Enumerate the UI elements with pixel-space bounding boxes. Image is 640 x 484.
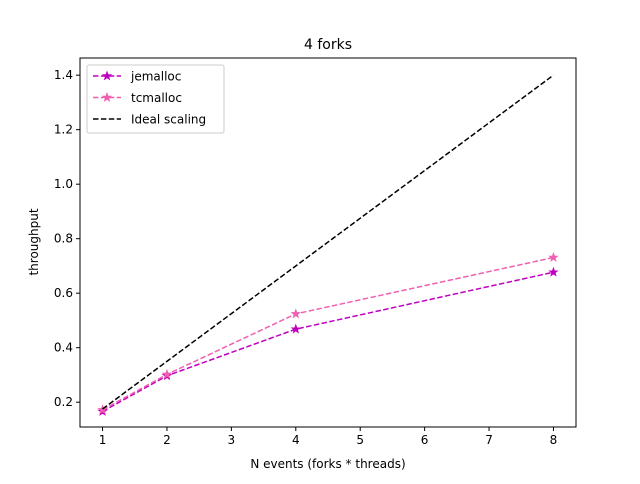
data-point-tcmalloc — [290, 308, 302, 319]
y-axis-label: throughput — [27, 208, 41, 275]
series-line-jemalloc — [102, 271, 554, 413]
data-point-jemalloc — [290, 323, 302, 334]
series-line-ideal-scaling — [102, 74, 554, 410]
y-tick-label: 1.4 — [54, 68, 73, 82]
y-axis-ticks: 0.2 0.4 0.6 0.8 1.0 1.2 1.4 — [54, 68, 80, 409]
y-tick-label: 1.2 — [54, 123, 73, 137]
legend-box — [86, 64, 225, 134]
x-tick-label: 7 — [485, 433, 493, 447]
series-line-tcmalloc — [102, 256, 554, 411]
y-tick-label: 0.8 — [54, 232, 73, 246]
x-tick-label: 5 — [356, 433, 364, 447]
plot-area — [97, 74, 559, 416]
x-axis-label: N events (forks * threads) — [250, 457, 405, 471]
legend-label-ideal-scaling: Ideal scaling — [131, 113, 206, 127]
x-tick-label: 6 — [421, 433, 429, 447]
y-tick-label: 1.0 — [54, 177, 73, 191]
legend: jemalloc tcmalloc Ideal scaling — [86, 64, 225, 134]
x-axis-ticks: 1 2 3 4 5 6 7 8 — [99, 427, 558, 447]
data-point-tcmalloc — [161, 368, 173, 379]
x-tick-label: 3 — [228, 433, 236, 447]
x-tick-label: 1 — [99, 433, 107, 447]
data-point-jemalloc — [548, 266, 559, 277]
x-tick-label: 8 — [550, 433, 558, 447]
x-tick-label: 4 — [292, 433, 300, 447]
axes-frame — [79, 57, 577, 428]
data-point-tcmalloc — [97, 404, 108, 415]
legend-marker-tcmalloc — [101, 92, 113, 102]
legend-label-jemalloc: jemalloc — [130, 70, 181, 84]
y-tick-label: 0.4 — [54, 341, 73, 355]
y-tick-label: 0.6 — [54, 286, 73, 300]
data-point-tcmalloc — [548, 252, 559, 262]
y-tick-label: 0.2 — [54, 395, 73, 409]
x-tick-label: 2 — [163, 433, 171, 447]
legend-marker-jemalloc — [101, 70, 113, 81]
chart-title: 4 forks — [304, 37, 352, 53]
legend-label-tcmalloc: tcmalloc — [131, 91, 182, 105]
